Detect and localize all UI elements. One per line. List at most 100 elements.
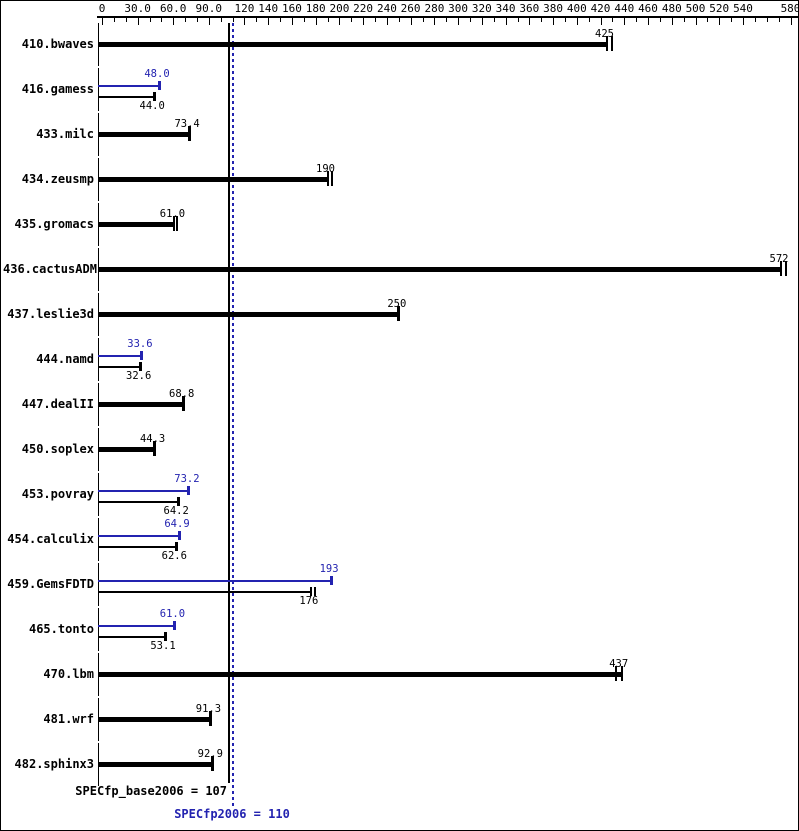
benchmark-label: 465.tonto bbox=[28, 622, 94, 636]
base-value-label: 32.6 bbox=[126, 370, 152, 382]
axis-tick-label: 280 bbox=[424, 2, 445, 15]
run-mark-tick bbox=[172, 621, 176, 630]
axis-tick bbox=[339, 18, 341, 25]
axis-tick bbox=[113, 18, 115, 22]
axis-tick-label: 220 bbox=[353, 2, 374, 15]
axis-tick bbox=[707, 18, 709, 22]
axis-tick bbox=[149, 18, 151, 22]
axis-tick bbox=[695, 18, 697, 25]
base-bar bbox=[98, 312, 399, 317]
base-bar bbox=[98, 591, 311, 593]
run-mark-tick bbox=[329, 576, 333, 585]
axis-tick bbox=[386, 18, 388, 25]
axis-tick bbox=[173, 18, 175, 25]
axis-tick-label: 400 bbox=[566, 2, 587, 15]
axis-tick bbox=[743, 18, 744, 25]
benchmark-label: 436.cactusADM bbox=[3, 262, 97, 276]
axis-tick bbox=[493, 18, 495, 22]
axis-tick-label: 260 bbox=[400, 2, 421, 15]
axis-tick bbox=[517, 18, 519, 22]
run-mark-tick bbox=[210, 756, 214, 771]
axis-tick-label: 120 bbox=[234, 2, 255, 15]
run-mark-tick bbox=[163, 632, 167, 641]
axis-tick-label: 360 bbox=[519, 2, 540, 15]
peak-bar bbox=[98, 490, 189, 492]
axis-tick bbox=[778, 18, 780, 22]
axis-tick bbox=[529, 18, 531, 25]
axis-tick bbox=[363, 18, 365, 25]
run-mark-tick bbox=[326, 171, 329, 186]
peak-bar bbox=[98, 625, 175, 627]
axis-tick bbox=[291, 18, 293, 25]
base-bar bbox=[98, 447, 155, 452]
benchmark-label: 416.gamess bbox=[21, 82, 94, 96]
base-value-label: 68.8 bbox=[169, 388, 195, 400]
benchmark-label: 444.namd bbox=[36, 352, 94, 366]
base-bar bbox=[98, 672, 621, 677]
axis-tick-label: 60.0 bbox=[159, 2, 187, 15]
row-baseline-tick bbox=[98, 338, 99, 381]
axis-tick bbox=[303, 18, 305, 22]
base-bar bbox=[98, 222, 175, 227]
run-mark-tick bbox=[152, 92, 156, 101]
run-mark-tick bbox=[140, 351, 144, 360]
benchmark-label: 434.zeusmp bbox=[21, 172, 94, 186]
benchmark-label: 470.lbm bbox=[43, 667, 94, 681]
benchmark-label: 482.sphinx3 bbox=[14, 757, 94, 771]
axis-tick bbox=[268, 18, 270, 25]
base-value-label: 44.3 bbox=[139, 433, 166, 445]
axis-tick bbox=[375, 18, 376, 22]
axis-tick-label: 240 bbox=[376, 2, 397, 15]
base-bar bbox=[98, 546, 177, 548]
peak-value-label: 64.9 bbox=[164, 518, 190, 530]
row-baseline-tick bbox=[98, 518, 99, 561]
base-value-label: 44.0 bbox=[139, 100, 165, 112]
benchmark-label: 437.leslie3d bbox=[7, 307, 94, 321]
axis-tick-label: 580 bbox=[780, 2, 799, 15]
axis-tick bbox=[315, 18, 317, 25]
peak-bar bbox=[98, 580, 332, 582]
axis-tick bbox=[244, 18, 246, 25]
axis-tick bbox=[102, 18, 103, 25]
base-bar bbox=[98, 132, 190, 137]
axis-tick bbox=[197, 18, 198, 22]
axis-tick bbox=[588, 18, 590, 22]
row-baseline-tick bbox=[98, 563, 99, 606]
axis-tick bbox=[327, 18, 329, 22]
axis-tick bbox=[636, 18, 638, 22]
axis-tick bbox=[648, 18, 649, 25]
base-value-label: 62.6 bbox=[161, 550, 187, 562]
axis-tick-label: 520 bbox=[709, 2, 730, 15]
axis-tick bbox=[470, 18, 471, 22]
peak-value-label: 33.6 bbox=[127, 338, 153, 350]
base-value-label: 92.9 bbox=[197, 748, 223, 760]
axis-tick bbox=[624, 18, 626, 25]
axis-tick-label: 180 bbox=[305, 2, 326, 15]
base-value-label: 572 bbox=[769, 253, 789, 265]
axis-tick bbox=[612, 18, 614, 22]
axis-tick-label: 300 bbox=[448, 2, 469, 15]
base-bar bbox=[98, 177, 328, 182]
axis-tick bbox=[505, 18, 507, 25]
benchmark-label: 481.wrf bbox=[43, 712, 94, 726]
base-bar bbox=[98, 717, 211, 722]
base-bar bbox=[98, 501, 179, 503]
peak-bar bbox=[98, 535, 179, 537]
base-value-label: 190 bbox=[316, 163, 335, 175]
axis-tick bbox=[576, 18, 578, 25]
axis-tick bbox=[434, 18, 436, 25]
benchmark-label: 447.dealII bbox=[21, 397, 94, 411]
axis-tick bbox=[671, 18, 673, 25]
axis-tick bbox=[766, 18, 768, 22]
axis-tick bbox=[208, 18, 210, 25]
base-value-label: 91.3 bbox=[195, 703, 222, 715]
axis-ruler-line bbox=[97, 16, 798, 18]
axis-tick-label: 420 bbox=[590, 2, 611, 15]
benchmark-label: 433.milc bbox=[36, 127, 94, 141]
specfp2006-summary: SPECfp2006 = 110 bbox=[174, 807, 290, 821]
run-mark-tick bbox=[187, 126, 191, 141]
peak-value-label: 61.0 bbox=[159, 608, 186, 620]
row-baseline-tick bbox=[98, 68, 99, 111]
axis-tick-label: 340 bbox=[495, 2, 516, 15]
